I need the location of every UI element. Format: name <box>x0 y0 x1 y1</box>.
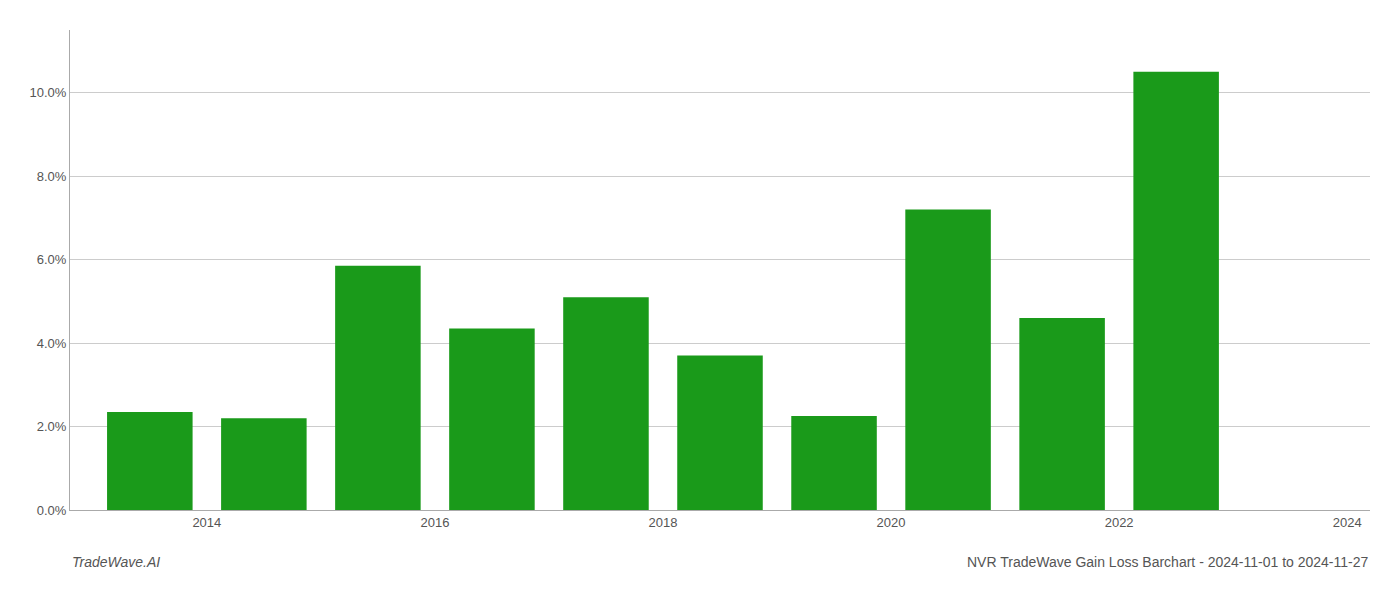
svg-text:2024: 2024 <box>1333 515 1362 530</box>
svg-text:2022: 2022 <box>1105 515 1134 530</box>
svg-text:4.0%: 4.0% <box>37 336 67 351</box>
svg-text:2020: 2020 <box>877 515 906 530</box>
svg-text:2014: 2014 <box>192 515 221 530</box>
svg-text:10.0%: 10.0% <box>30 85 67 100</box>
svg-text:0.0%: 0.0% <box>37 503 67 518</box>
svg-text:NVR TradeWave Gain Loss Barcha: NVR TradeWave Gain Loss Barchart - 2024-… <box>967 554 1368 570</box>
svg-text:2016: 2016 <box>420 515 449 530</box>
svg-text:TradeWave.AI: TradeWave.AI <box>72 554 160 570</box>
svg-text:2018: 2018 <box>649 515 678 530</box>
svg-text:2.0%: 2.0% <box>37 419 67 434</box>
svg-text:8.0%: 8.0% <box>37 169 67 184</box>
svg-text:6.0%: 6.0% <box>37 252 67 267</box>
